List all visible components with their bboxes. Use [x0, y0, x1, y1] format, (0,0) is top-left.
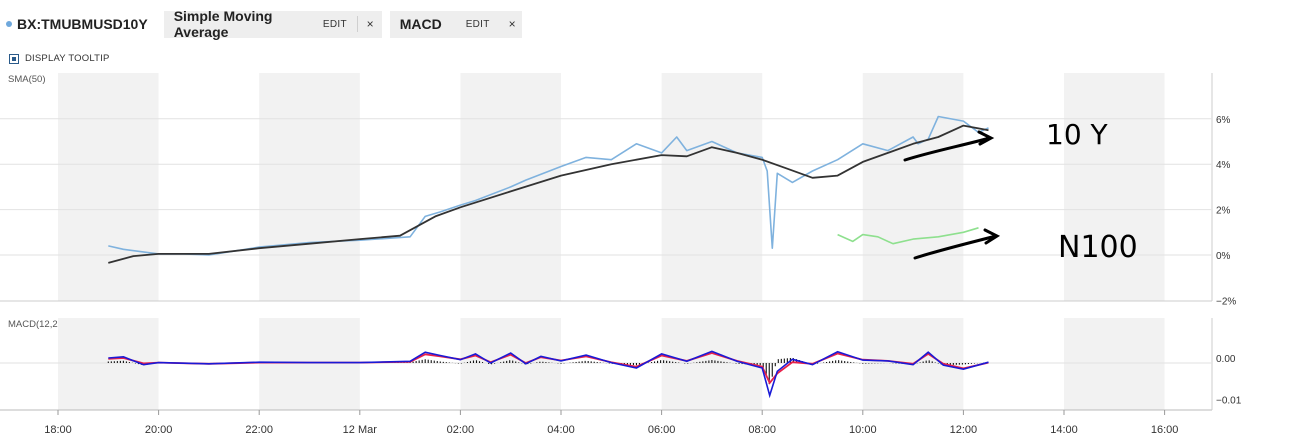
annotation-10y: 10 Y: [1046, 118, 1109, 151]
x-tick-label: 16:00: [1151, 424, 1179, 436]
study-name: Simple Moving Average: [173, 8, 273, 40]
time-band: [460, 318, 561, 410]
series-color-dot: [6, 21, 12, 27]
price-panel-label: SMA(50): [8, 74, 46, 85]
y-tick-label: −0.01: [1216, 396, 1242, 407]
x-tick-label: 10:00: [849, 424, 877, 436]
time-band: [1064, 73, 1165, 301]
time-band: [1064, 318, 1165, 410]
x-tick-label: 12:00: [950, 424, 978, 436]
y-tick-label: 4%: [1216, 160, 1231, 171]
x-axis-ticks: 18:00 20:00 22:00 12 Mar 02:00 04:00 06:00 08:0…: [44, 410, 1178, 436]
time-band: [862, 73, 964, 301]
series-line-macd: [108, 350, 989, 399]
x-tick-label: 02:00: [447, 424, 475, 436]
macd-panel-label: MACD(12,26,9): [8, 319, 74, 330]
close-icon[interactable]: ×: [366, 17, 374, 31]
x-tick-label: 14:00: [1050, 424, 1078, 436]
x-tick-label: 20:00: [145, 424, 173, 436]
arrow-icon: [903, 130, 995, 162]
series-line-sma-50-: [108, 124, 989, 264]
x-tick-label: 22:00: [245, 424, 273, 436]
x-tick-label: 06:00: [648, 424, 676, 436]
time-band: [259, 318, 360, 410]
y-tick-label: 6%: [1216, 115, 1231, 126]
edit-study-button[interactable]: EDIT: [465, 18, 490, 30]
study-chip-macd: MACD EDIT ×: [389, 10, 522, 38]
edit-study-button[interactable]: EDIT: [322, 18, 347, 30]
hand-annotations: 10 Y N100: [903, 118, 1138, 265]
y-axis-ticks: 6% 4% 2% 0% −2% 0.00 −0.01: [1216, 115, 1242, 407]
series-lines: [108, 115, 989, 399]
display-tooltip-toggle[interactable]: DISPLAY TOOLTIP: [9, 53, 110, 64]
y-tick-label: 2%: [1216, 206, 1231, 217]
checkbox-icon[interactable]: [9, 53, 19, 64]
symbol-legend[interactable]: BX:TMUBMUSD10Y: [0, 10, 148, 38]
x-tick-label: 18:00: [44, 424, 72, 436]
time-band: [58, 73, 159, 301]
y-tick-label: 0%: [1216, 251, 1231, 262]
y-tick-label: 0.00: [1216, 354, 1236, 365]
chip-divider: [356, 16, 358, 32]
time-band: [661, 73, 763, 301]
y-tick-label: −2%: [1216, 296, 1236, 307]
study-chip-sma: Simple Moving Average EDIT ×: [163, 8, 382, 40]
grid-lines: [0, 73, 1213, 411]
symbol-name: BX:TMUBMUSD10Y: [17, 16, 148, 32]
x-tick-label: 04:00: [547, 424, 575, 436]
x-tick-label: 12 Mar: [343, 424, 378, 436]
annotation-n100: N100: [1058, 230, 1138, 265]
display-tooltip-label: DISPLAY TOOLTIP: [25, 53, 110, 64]
chart-header: BX:TMUBMUSD10Y Simple Moving Average EDI…: [0, 8, 522, 40]
time-band: [259, 73, 360, 301]
close-icon[interactable]: ×: [508, 17, 516, 31]
study-name: MACD: [399, 16, 442, 32]
arrow-icon: [913, 228, 1001, 260]
x-tick-label: 08:00: [748, 424, 776, 436]
time-shading: [58, 73, 1165, 410]
series-line-n100: [837, 227, 979, 245]
